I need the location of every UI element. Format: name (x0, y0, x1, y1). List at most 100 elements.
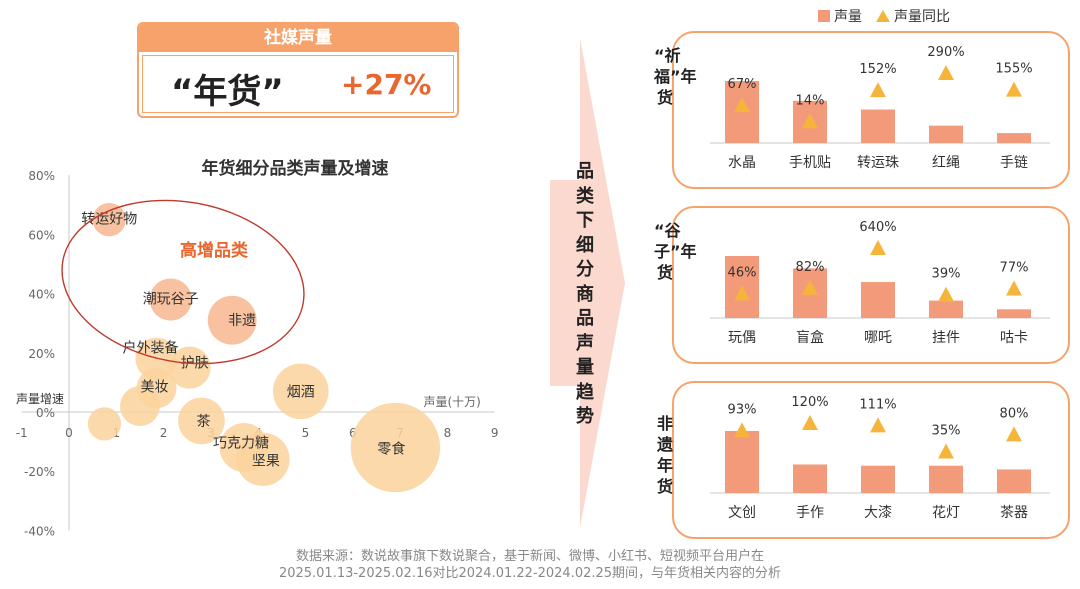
volume-bar (997, 469, 1031, 493)
growth-marker (802, 113, 818, 129)
growth-marker (734, 285, 750, 301)
panel-goods: “谷子”年货 46% 玩偶 82% 盲盒 640% 哪吒 39% 挂件 77% 咕卡 (654, 206, 1070, 364)
y-axis-title: 声量增速 (16, 392, 64, 406)
panel-label-heritage: 非遗年货 (656, 414, 673, 496)
bubble-label: 坚果 (252, 453, 280, 469)
category-label: 手机贴 (789, 155, 831, 171)
arrow-shape (550, 38, 625, 528)
growth-marker (802, 279, 818, 295)
category-label: 盲盒 (796, 329, 824, 346)
high-growth-annotation: 高增品类 (180, 240, 249, 261)
x-tick-label: -1 (16, 426, 28, 440)
y-tick-label: 20% (28, 347, 55, 361)
bubble-label: 零食 (377, 441, 405, 458)
growth-marker (1006, 280, 1022, 296)
bubble (119, 386, 160, 427)
bubble-label: 巧克力糖 (213, 436, 269, 452)
category-label: 挂件 (932, 330, 960, 346)
y-tick-label: 40% (28, 288, 55, 302)
bar-chart-goods: 46% 玩偶 82% 盲盒 640% 哪吒 39% 挂件 77% 咕卡 (710, 220, 1050, 346)
growth-label: 290% (927, 45, 964, 60)
bar-chart-heritage: 93% 文创 120% 手作 111% 大漆 35% 花灯 80% 茶器 (710, 395, 1050, 521)
category-label: 花灯 (932, 505, 960, 521)
footer-source: 数据来源：数说故事旗下数说聚合，基于新闻、微博、小红书、短视频平台用户在 202… (150, 548, 910, 582)
bubble-label: 烟酒 (287, 384, 315, 400)
growth-marker (1006, 426, 1022, 442)
volume-bar (861, 282, 895, 318)
growth-label: 152% (859, 62, 896, 77)
volume-bar (997, 133, 1031, 143)
bubble-label: 非遗 (228, 313, 256, 329)
legend-growth-swatch (876, 10, 890, 22)
category-label: 咕卡 (1000, 330, 1028, 346)
metric-keyword: “年货” (171, 72, 284, 112)
footer-line-2: 2025.01.13-2025.02.16对比2024.01.22-2024.0… (278, 566, 782, 581)
metric-growth: +27% (341, 68, 432, 101)
category-label: 文创 (728, 505, 756, 521)
growth-label: 155% (995, 62, 1032, 77)
x-tick-label: 5 (302, 426, 310, 440)
category-label: 红绳 (932, 155, 960, 171)
category-label: 转运珠 (857, 155, 899, 171)
growth-label: 39% (932, 267, 961, 282)
growth-marker (734, 97, 750, 113)
high-growth-ellipse (61, 199, 305, 365)
volume-bar (861, 109, 895, 143)
x-tick-label: 2 (160, 426, 168, 440)
vertical-main-title: 品类下细分商品声量趋势 (576, 161, 594, 427)
growth-marker (802, 415, 818, 430)
volume-bar (929, 125, 963, 143)
growth-label: 80% (1000, 406, 1029, 421)
bubble (178, 397, 225, 445)
legend: 声量 声量同比 (818, 6, 950, 26)
volume-bar (929, 465, 963, 493)
category-label: 手作 (796, 505, 824, 521)
metric-box: 社媒声量 “年货” +27% (137, 22, 459, 118)
category-label: 茶器 (1000, 505, 1028, 521)
category-label: 手链 (1000, 155, 1028, 171)
metric-title: 社媒声量 (139, 24, 457, 52)
y-tick-label: 80% (28, 170, 55, 183)
growth-marker (870, 417, 886, 433)
bubble (236, 432, 290, 487)
growth-label: 93% (728, 402, 757, 417)
bubble-label: 潮玩谷子 (143, 292, 199, 308)
growth-label: 77% (1000, 260, 1029, 275)
growth-label: 640% (859, 220, 896, 235)
growth-marker (734, 422, 750, 438)
category-label: 玩偶 (728, 330, 756, 346)
panel-label-prayer: “祈福”年货 (654, 46, 697, 107)
bubble (272, 363, 329, 420)
bubble (87, 407, 122, 441)
x-axis-title: 声量(十万) (423, 395, 480, 409)
growth-marker (870, 82, 886, 98)
panel-prayer: “祈福”年货 67% 水晶 14% 手机贴 152% 转运珠 290% 红绳 155% 手链 (654, 31, 1070, 189)
growth-marker (938, 443, 954, 459)
x-tick-label: 9 (491, 426, 499, 440)
category-label: 大漆 (864, 505, 892, 521)
x-tick-label: 8 (444, 426, 452, 440)
footer-line-1: 数据来源：数说故事旗下数说聚合，基于新闻、微博、小红书、短视频平台用户在 (295, 549, 764, 564)
y-tick-label: 60% (28, 228, 55, 242)
growth-marker (938, 286, 954, 302)
bar-chart-prayer: 67% 水晶 14% 手机贴 152% 转运珠 290% 红绳 155% 手链 (710, 45, 1050, 171)
bubble (207, 295, 257, 345)
x-tick-label: 6 (349, 426, 357, 440)
growth-label: 67% (728, 77, 757, 92)
legend-growth-label: 声量同比 (894, 9, 950, 25)
growth-label: 46% (728, 265, 757, 280)
growth-marker (1006, 81, 1022, 97)
bubble-label: 美妆 (141, 379, 169, 395)
bubble (350, 402, 441, 493)
scatter-chart: -40%-20%0%20%40%60%80%-10123456789声量增速声量… (16, 170, 499, 538)
growth-label: 111% (859, 397, 896, 412)
growth-label: 82% (796, 260, 825, 275)
panel-heritage: 非遗年货 93% 文创 120% 手作 111% 大漆 35% 花灯 80% 茶器 (657, 381, 1070, 539)
legend-volume-label: 声量 (834, 9, 862, 25)
volume-bar (861, 465, 895, 493)
volume-bar (997, 309, 1031, 318)
category-label: 哪吒 (864, 330, 892, 346)
x-tick-label: 0 (65, 426, 73, 440)
growth-marker (938, 65, 954, 80)
panel-label-goods: “谷子”年货 (654, 221, 697, 282)
